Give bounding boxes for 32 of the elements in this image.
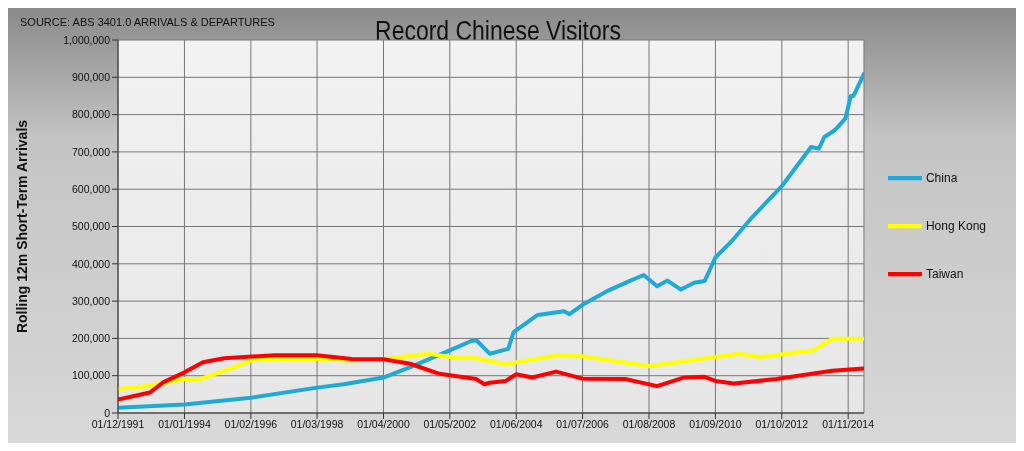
- x-tick-label: 01/02/1996: [224, 418, 278, 431]
- y-tick-label: 800,000: [72, 108, 111, 121]
- y-tick-label: 900,000: [72, 71, 111, 84]
- line-series: [118, 71, 864, 410]
- line-series: [118, 353, 864, 402]
- x-tick-label: 01/10/2012: [755, 418, 809, 431]
- y-tick-label: 200,000: [72, 332, 111, 345]
- x-tick-label: 01/03/1998: [290, 418, 344, 431]
- chart-title: Record Chinese Visitors: [375, 16, 621, 46]
- source-note: SOURCE: ABS 3401.0 ARRIVALS & DEPARTURES: [20, 16, 275, 28]
- legend-label: Taiwan: [925, 266, 964, 281]
- x-tick-label: 01/06/2004: [489, 418, 543, 431]
- legend-label: China: [925, 170, 958, 185]
- y-tick-label: 0: [104, 406, 111, 419]
- x-tick-label: 01/08/2008: [622, 418, 676, 431]
- y-tick-label: 700,000: [72, 145, 111, 158]
- x-tick-label: 01/09/2010: [689, 418, 742, 431]
- y-tick-label: 300,000: [72, 294, 111, 307]
- y-tick-label: 500,000: [72, 220, 111, 233]
- legend-label: Hong Kong: [925, 218, 986, 233]
- y-tick-label: 1,000,000: [63, 33, 111, 46]
- x-tick-label: 01/11/2014: [822, 418, 875, 431]
- y-axis-title: Rolling 12m Short-Term Arrivals: [13, 119, 30, 334]
- line-series: [118, 336, 864, 392]
- y-tick-label: 100,000: [72, 369, 111, 382]
- x-tick-label: 01/07/2006: [556, 418, 609, 431]
- y-tick-label: 600,000: [72, 182, 111, 195]
- x-tick-label: 01/05/2002: [423, 418, 477, 431]
- x-tick-label: 01/12/1991: [91, 418, 145, 431]
- x-tick-label: 01/01/1994: [158, 418, 211, 431]
- x-tick-label: 01/04/2000: [357, 418, 410, 431]
- y-tick-label: 400,000: [72, 257, 111, 270]
